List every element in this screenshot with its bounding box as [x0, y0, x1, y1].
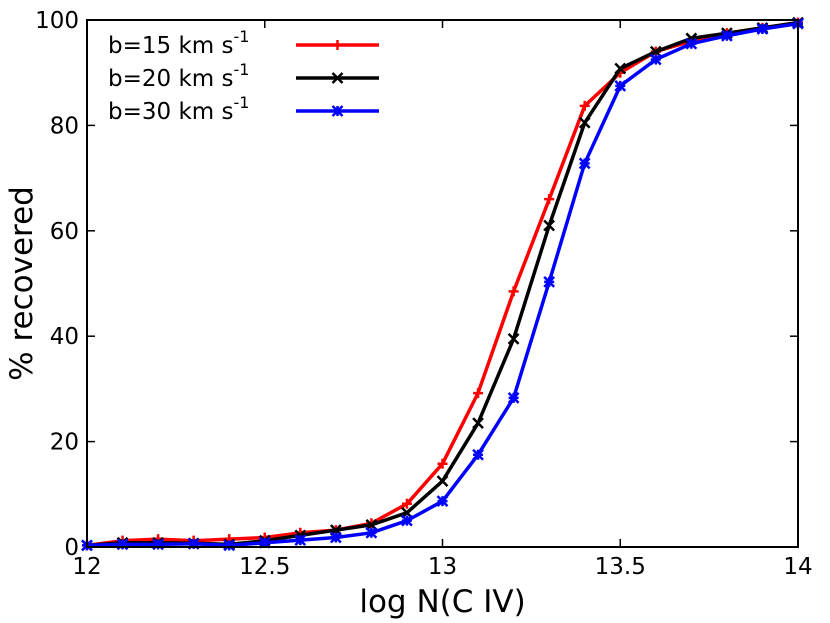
- data-point: [614, 79, 627, 92]
- y-tick-label: 80: [50, 113, 79, 139]
- data-point: [507, 391, 520, 404]
- data-point: [508, 286, 519, 297]
- legend: b=15 km s-1b=20 km s-1b=30 km s-1: [108, 27, 379, 125]
- data-point: [721, 29, 733, 42]
- series-2: [81, 16, 804, 552]
- x-tick-label: 13: [428, 554, 457, 580]
- data-point: [401, 498, 412, 509]
- x-tick-label: 14: [783, 554, 812, 580]
- data-point: [258, 536, 271, 549]
- plot-frame: [86, 19, 799, 548]
- legend-label: b=20 km s-1: [108, 60, 249, 92]
- x-tick-label: 13.5: [595, 554, 646, 580]
- data-point: [436, 495, 449, 508]
- legend-item: b=15 km s-1: [108, 27, 379, 59]
- data-point: [472, 448, 484, 461]
- data-point: [436, 475, 449, 488]
- data-point: [365, 526, 378, 539]
- y-tick-label: 40: [50, 324, 79, 350]
- series-lines: [81, 16, 804, 552]
- x-tick-label: 12: [72, 554, 101, 580]
- data-point: [543, 219, 556, 232]
- ticks: 12 12.5 13 13.5 14 0 20 40 60 80 100: [35, 8, 813, 580]
- legend-label: b=30 km s-1: [108, 93, 249, 125]
- data-point: [507, 332, 520, 345]
- data-point: [614, 62, 627, 75]
- data-point: [756, 23, 769, 35]
- series-3: [81, 17, 804, 552]
- data-point: [187, 537, 200, 550]
- data-point: [329, 531, 342, 544]
- legend-label: b=15 km s-1: [108, 27, 249, 59]
- data-point: [294, 534, 307, 547]
- series-1: [82, 17, 803, 551]
- data-point: [578, 157, 591, 170]
- legend-item: b=30 km s-1: [108, 93, 379, 125]
- data-point: [223, 539, 236, 552]
- legend-marker: [331, 105, 344, 117]
- legend-marker: [331, 72, 344, 84]
- y-tick-label: 20: [50, 430, 79, 456]
- data-point: [473, 388, 484, 399]
- data-point: [543, 276, 556, 288]
- data-point: [578, 116, 591, 129]
- y-axis-title: % recovered: [4, 186, 40, 381]
- data-point: [472, 417, 484, 430]
- x-tick-label: 12.5: [239, 554, 290, 580]
- y-tick-label: 0: [64, 535, 79, 561]
- x-axis-title: log N(C IV): [359, 584, 525, 620]
- data-point: [437, 458, 448, 469]
- data-point: [401, 514, 413, 527]
- data-point: [544, 194, 555, 205]
- legend-item: b=20 km s-1: [108, 60, 379, 92]
- data-point: [579, 100, 590, 111]
- y-tick-label: 100: [35, 8, 79, 34]
- y-tick-label: 60: [50, 219, 79, 245]
- legend-marker: [332, 40, 343, 50]
- data-point: [685, 37, 698, 50]
- data-point: [116, 538, 129, 551]
- data-point: [649, 53, 662, 66]
- data-point: [152, 538, 164, 551]
